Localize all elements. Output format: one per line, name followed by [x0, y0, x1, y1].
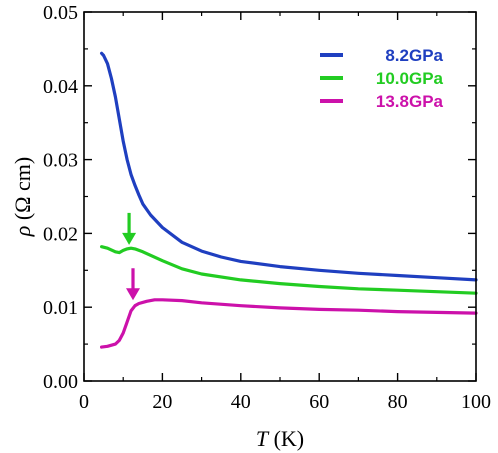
y-tick-label: 0.00	[43, 371, 78, 393]
annotation-layer	[122, 212, 140, 301]
y-axis-symbol: ρ	[10, 226, 35, 238]
transition-arrow-0	[122, 212, 137, 245]
ticks-layer: 0 20 40 60 80 100 0.00 0.01 0.02 0.03 0.04 0.05	[43, 2, 491, 413]
plot-frame	[83, 11, 477, 382]
legend-label-1: 10.0GPa	[376, 69, 444, 88]
series-layer	[100, 51, 478, 349]
y-axis-title: ρ (Ω cm)	[10, 157, 35, 237]
x-tick-label: 80	[388, 391, 408, 413]
legend: 8.2GPa 10.0GPa 13.8GPa	[320, 46, 444, 111]
y-tick-label: 0.04	[43, 76, 78, 98]
x-tick-label: 60	[309, 391, 329, 413]
legend-label-2: 13.8GPa	[376, 92, 444, 111]
x-tick-label: 100	[461, 391, 491, 413]
series-line-1	[100, 245, 478, 295]
y-tick-label: 0.01	[43, 297, 78, 319]
x-tick-label: 40	[231, 391, 251, 413]
y-tick-label: 0.05	[43, 2, 78, 24]
legend-label-0: 8.2GPa	[385, 46, 443, 65]
y-axis-unit: (Ω cm)	[10, 157, 35, 226]
x-tick-label: 0	[79, 391, 89, 413]
transition-arrow-1	[126, 268, 140, 301]
series-line-2	[100, 298, 478, 349]
x-axis-unit: (K)	[268, 426, 304, 451]
y-tick-label: 0.02	[43, 223, 78, 245]
y-tick-label: 0.03	[43, 150, 78, 172]
arrow-head	[122, 232, 137, 245]
series-line-0	[100, 51, 478, 282]
x-axis-title: T (K)	[256, 426, 304, 451]
x-tick-label: 20	[152, 391, 172, 413]
arrow-head	[126, 288, 140, 301]
x-axis-symbol: T	[256, 426, 270, 451]
